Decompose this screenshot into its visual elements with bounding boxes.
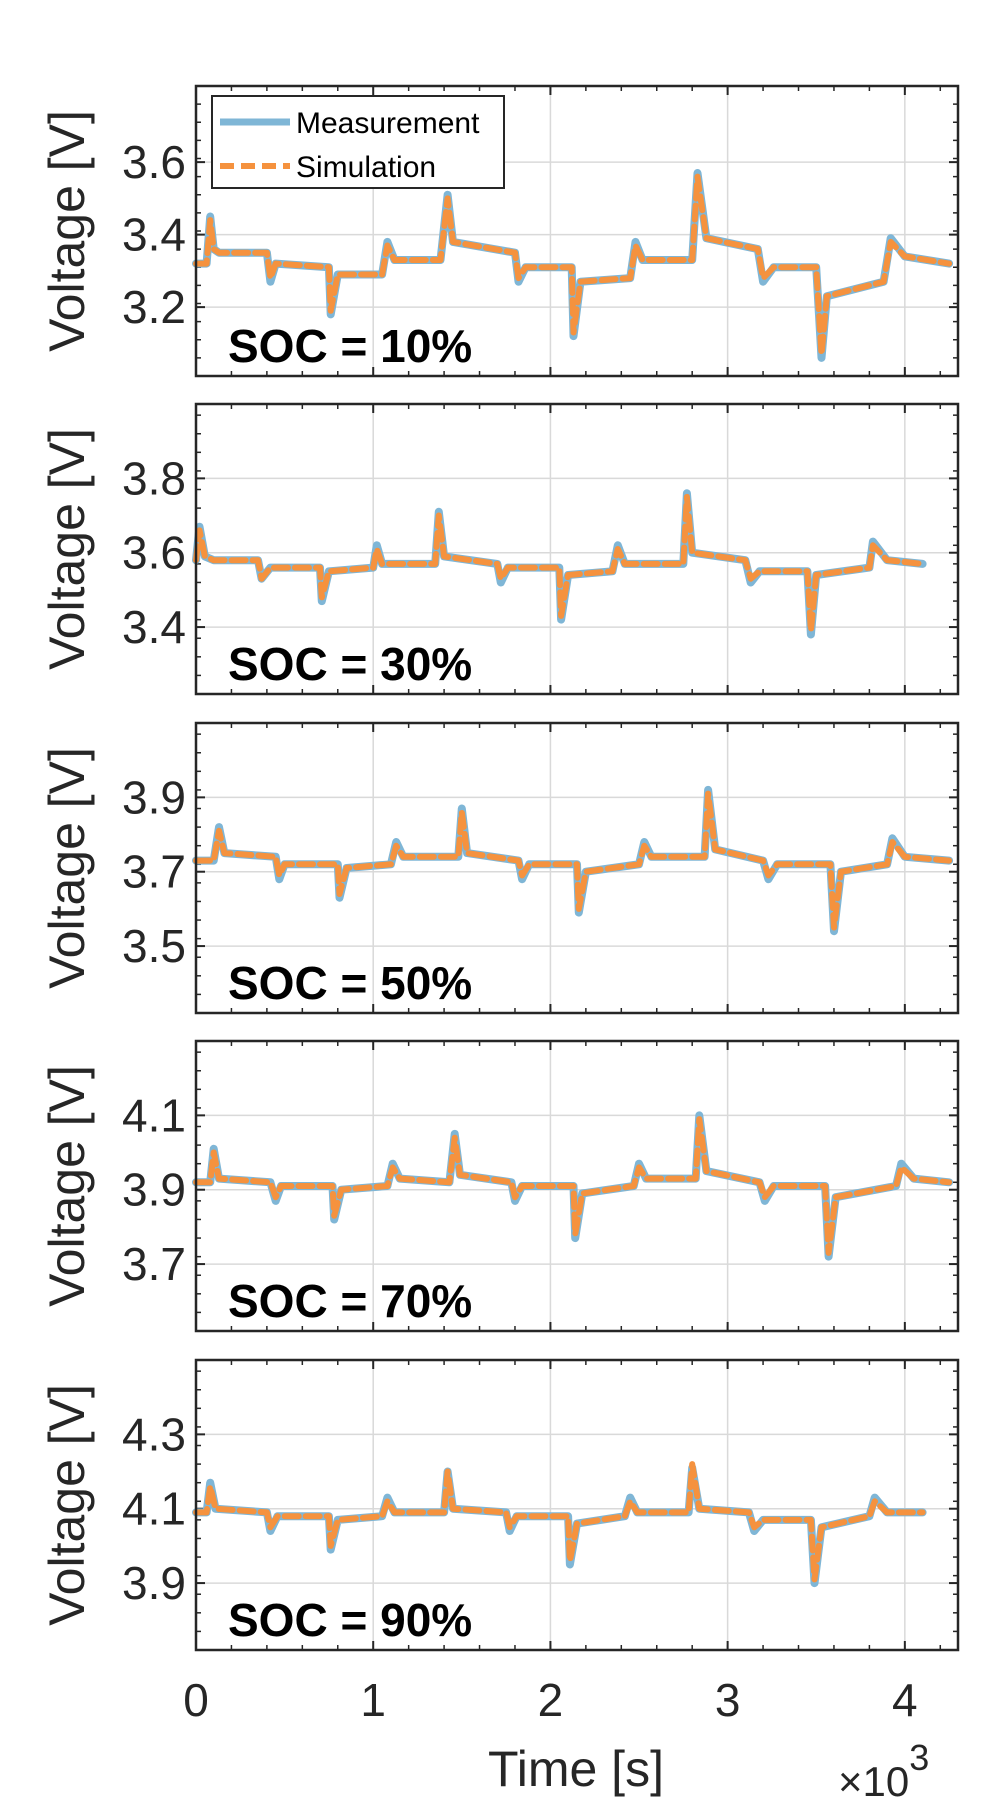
y-tick-label: 4.1 bbox=[122, 1483, 186, 1535]
axes-box bbox=[194, 1358, 960, 1652]
x-tick-label: 3 bbox=[715, 1674, 741, 1726]
simulation-series-line bbox=[193, 1461, 926, 1583]
plot-area bbox=[196, 404, 958, 694]
y-axis-label: Voltage [V] bbox=[39, 1384, 95, 1626]
axes-box bbox=[194, 1039, 960, 1333]
x-tick-label: 2 bbox=[538, 1674, 564, 1726]
plot-area bbox=[196, 1360, 958, 1650]
soc-annotation: SOC = 70% bbox=[228, 1275, 472, 1327]
y-tick-label: 3.2 bbox=[122, 281, 186, 333]
simulation-series-line bbox=[193, 173, 953, 358]
panel-soc-4: 3.9 4.1 4.3 Voltage [V] SOC = 90% bbox=[39, 1358, 960, 1652]
simulation-series-line bbox=[193, 1116, 953, 1256]
x-tick-label: 4 bbox=[892, 1674, 918, 1726]
y-tick-label: 3.5 bbox=[122, 920, 186, 972]
x-tick-label: 1 bbox=[360, 1674, 386, 1726]
y-tick-label: 3.7 bbox=[122, 846, 186, 898]
legend: Measurement Simulation bbox=[211, 95, 505, 189]
panel-soc-3: 3.7 3.9 4.1 Voltage [V] SOC = 70% bbox=[39, 1039, 960, 1333]
axes-box bbox=[194, 402, 960, 696]
y-tick-label: 3.4 bbox=[122, 209, 186, 261]
soc-annotation: SOC = 30% bbox=[228, 638, 472, 690]
y-tick-label: 4.1 bbox=[122, 1089, 186, 1141]
y-tick-label: 4.3 bbox=[122, 1408, 186, 1460]
y-axis-label: Voltage [V] bbox=[39, 747, 95, 989]
y-axis-label: Voltage [V] bbox=[39, 428, 95, 670]
soc-annotation: SOC = 90% bbox=[228, 1594, 472, 1646]
soc-annotation: SOC = 10% bbox=[228, 320, 472, 372]
y-tick-label: 3.9 bbox=[122, 1164, 186, 1216]
axes-box bbox=[194, 84, 960, 378]
panel-soc-0: 3.2 3.4 3.6 Voltage [V] SOC = 10% Measurement… bbox=[39, 84, 960, 378]
y-tick-label: 3.9 bbox=[122, 1557, 186, 1609]
y-axis-label: Voltage [V] bbox=[39, 110, 95, 352]
y-tick-label: 3.6 bbox=[122, 136, 186, 188]
y-tick-label: 3.9 bbox=[122, 771, 186, 823]
x-axis-exponent-base: ×10 bbox=[838, 1758, 909, 1801]
y-tick-label: 3.7 bbox=[122, 1238, 186, 1290]
simulation-series-line bbox=[193, 790, 953, 931]
legend-label-simulation: Simulation bbox=[296, 151, 436, 184]
soc-annotation: SOC = 50% bbox=[228, 957, 472, 1009]
panel-soc-2: 3.5 3.7 3.9 Voltage [V] SOC = 50% bbox=[39, 721, 960, 1015]
legend-box bbox=[211, 95, 505, 189]
y-tick-label: 3.8 bbox=[122, 452, 186, 504]
y-tick-label: 3.4 bbox=[122, 601, 186, 653]
x-tick-label: 0 bbox=[183, 1674, 209, 1726]
axes-box bbox=[194, 721, 960, 1015]
y-tick-label: 3.6 bbox=[122, 527, 186, 579]
simulation-series-line bbox=[193, 493, 926, 634]
legend-label-measurement: Measurement bbox=[296, 107, 480, 140]
y-axis-label: Voltage [V] bbox=[39, 1065, 95, 1307]
x-axis-label: Time [s] bbox=[488, 1741, 664, 1797]
x-axis-exponent: ×103 bbox=[838, 1737, 929, 1801]
panels: 3.2 3.4 3.6 Voltage [V] SOC = 10% Measurement… bbox=[39, 84, 960, 1652]
panel-soc-1: 3.4 3.6 3.8 Voltage [V] SOC = 30% bbox=[39, 402, 960, 696]
x-axis-exponent-power: 3 bbox=[909, 1737, 929, 1778]
